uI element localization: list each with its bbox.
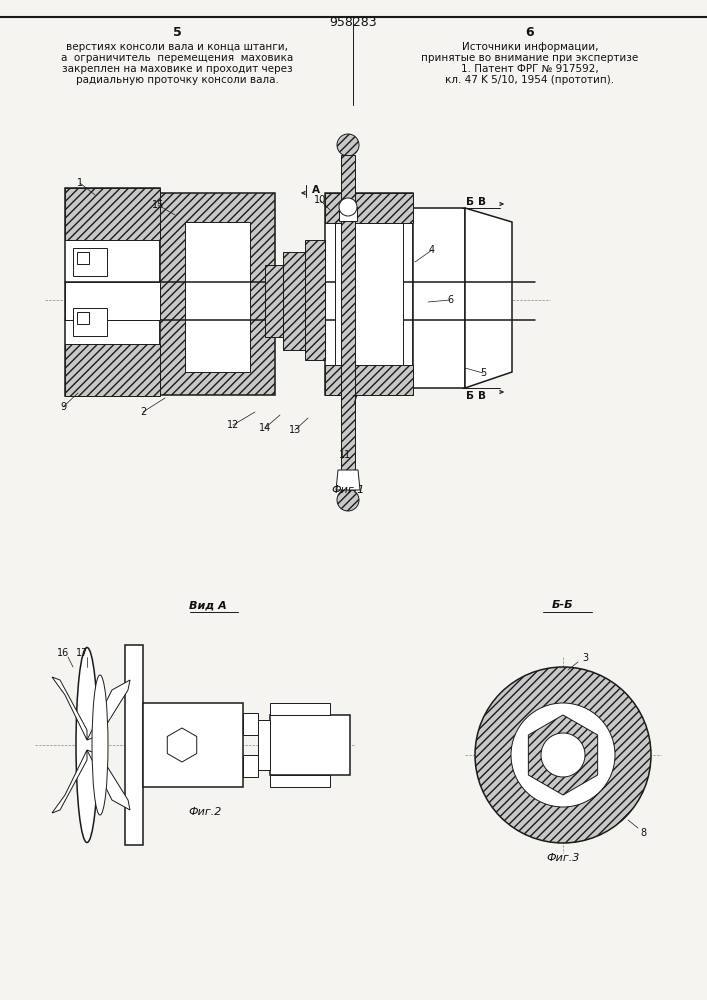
Text: 6: 6 [447,295,453,305]
Bar [270,775,330,787]
Bar [125,645,143,845]
Text: радиальную проточку консоли вала.: радиальную проточку консоли вала. [76,75,279,85]
Bar [73,308,107,336]
Text: 958283: 958283 [329,15,377,28]
Bar [243,713,258,735]
Ellipse shape [76,648,98,842]
Bar [335,223,403,365]
Text: 11: 11 [339,450,351,460]
Bar [243,755,258,777]
Text: верстиях консоли вала и конца штанги,: верстиях консоли вала и конца штанги, [66,42,288,52]
Bar [160,193,275,395]
Text: 7: 7 [351,395,357,405]
Text: 13: 13 [289,425,301,435]
Polygon shape [465,208,512,388]
Text: Фиг.2: Фиг.2 [188,807,222,817]
Circle shape [339,198,357,216]
Text: Фиг.3: Фиг.3 [547,853,580,863]
Bar [283,252,305,350]
Text: 15: 15 [152,200,164,210]
Bar [305,240,325,360]
Text: 14: 14 [259,423,271,433]
Bar [270,703,330,715]
Text: A: A [312,185,320,195]
Text: 17: 17 [76,648,88,658]
Text: Источники информации,: Источники информации, [462,42,598,52]
Bar [65,188,160,396]
Text: 2: 2 [140,407,146,417]
Polygon shape [336,470,360,490]
Bar [65,188,160,240]
Text: 16: 16 [57,648,69,658]
Text: принятые во внимание при экспертизе: принятые во внимание при экспертизе [421,53,638,63]
Text: В: В [478,391,486,401]
Text: а  ограничитель  перемещения  маховика: а ограничитель перемещения маховика [61,53,293,63]
Polygon shape [52,750,87,813]
Bar [185,222,250,372]
Text: 5: 5 [173,25,182,38]
Text: 10: 10 [314,195,326,205]
Text: 3: 3 [582,653,588,663]
Text: 4: 4 [429,245,435,255]
Text: 1. Патент ФРГ № 917592,: 1. Патент ФРГ № 917592, [461,64,599,74]
Text: 6: 6 [526,25,534,38]
Text: В: В [478,197,486,207]
Bar [265,265,283,337]
Bar [258,720,270,770]
Text: 9: 9 [60,402,66,412]
Bar [325,193,413,395]
Polygon shape [87,680,130,740]
Circle shape [541,733,585,777]
Bar [325,193,413,223]
Polygon shape [168,728,197,762]
Text: закреплен на маховике и проходит через: закреплен на маховике и проходит через [62,64,292,74]
Circle shape [337,134,359,156]
Text: Вид A: Вид A [189,600,227,610]
Polygon shape [52,677,87,740]
Bar [143,703,243,787]
Bar [341,155,355,490]
Circle shape [337,489,359,511]
Text: 12: 12 [227,420,239,430]
Bar [413,208,465,388]
Text: кл. 47 K 5/10, 1954 (прототип).: кл. 47 K 5/10, 1954 (прототип). [445,75,614,85]
Bar [339,207,357,221]
Text: Б-Б: Б-Б [552,600,574,610]
Text: 1: 1 [77,178,83,188]
Bar [73,248,107,276]
Bar [65,344,160,396]
Ellipse shape [92,675,108,815]
Circle shape [511,703,615,807]
Text: Б: Б [466,197,474,207]
Circle shape [475,667,651,843]
Bar [77,312,89,324]
Text: 5: 5 [480,368,486,378]
Bar [77,252,89,264]
Polygon shape [528,715,597,795]
Text: Б: Б [466,391,474,401]
Text: 8: 8 [640,828,646,838]
Bar [325,365,413,395]
Bar [65,282,160,320]
Bar [270,715,350,775]
Text: Фиг.1: Фиг.1 [332,485,365,495]
Polygon shape [87,750,130,810]
